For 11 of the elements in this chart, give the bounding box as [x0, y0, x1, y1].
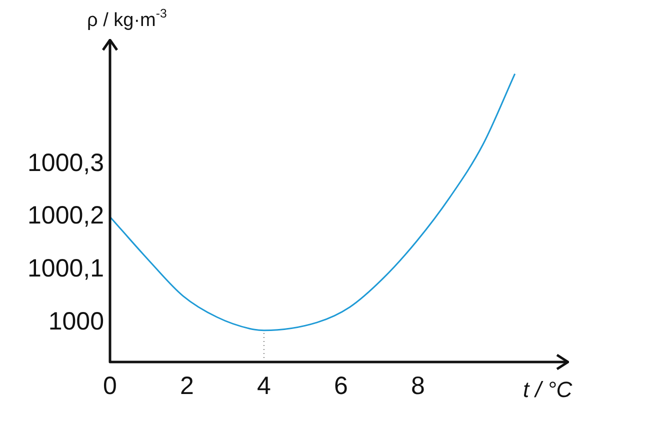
- y-tick-label: 1000,1: [28, 254, 104, 283]
- y-tick-label: 1000,2: [28, 202, 104, 230]
- x-tick-label: 0: [103, 372, 117, 400]
- x-tick-label: 8: [410, 372, 425, 400]
- x-tick-label: 2: [180, 372, 194, 400]
- y-tick-label: 1000,3: [28, 148, 104, 177]
- y-tick-label: 1000: [48, 307, 104, 336]
- x-tick-label: 4: [256, 372, 271, 400]
- x-axis-title: t / °C: [523, 377, 572, 402]
- line-series: [110, 73, 516, 332]
- x-tick-label: 6: [334, 372, 348, 400]
